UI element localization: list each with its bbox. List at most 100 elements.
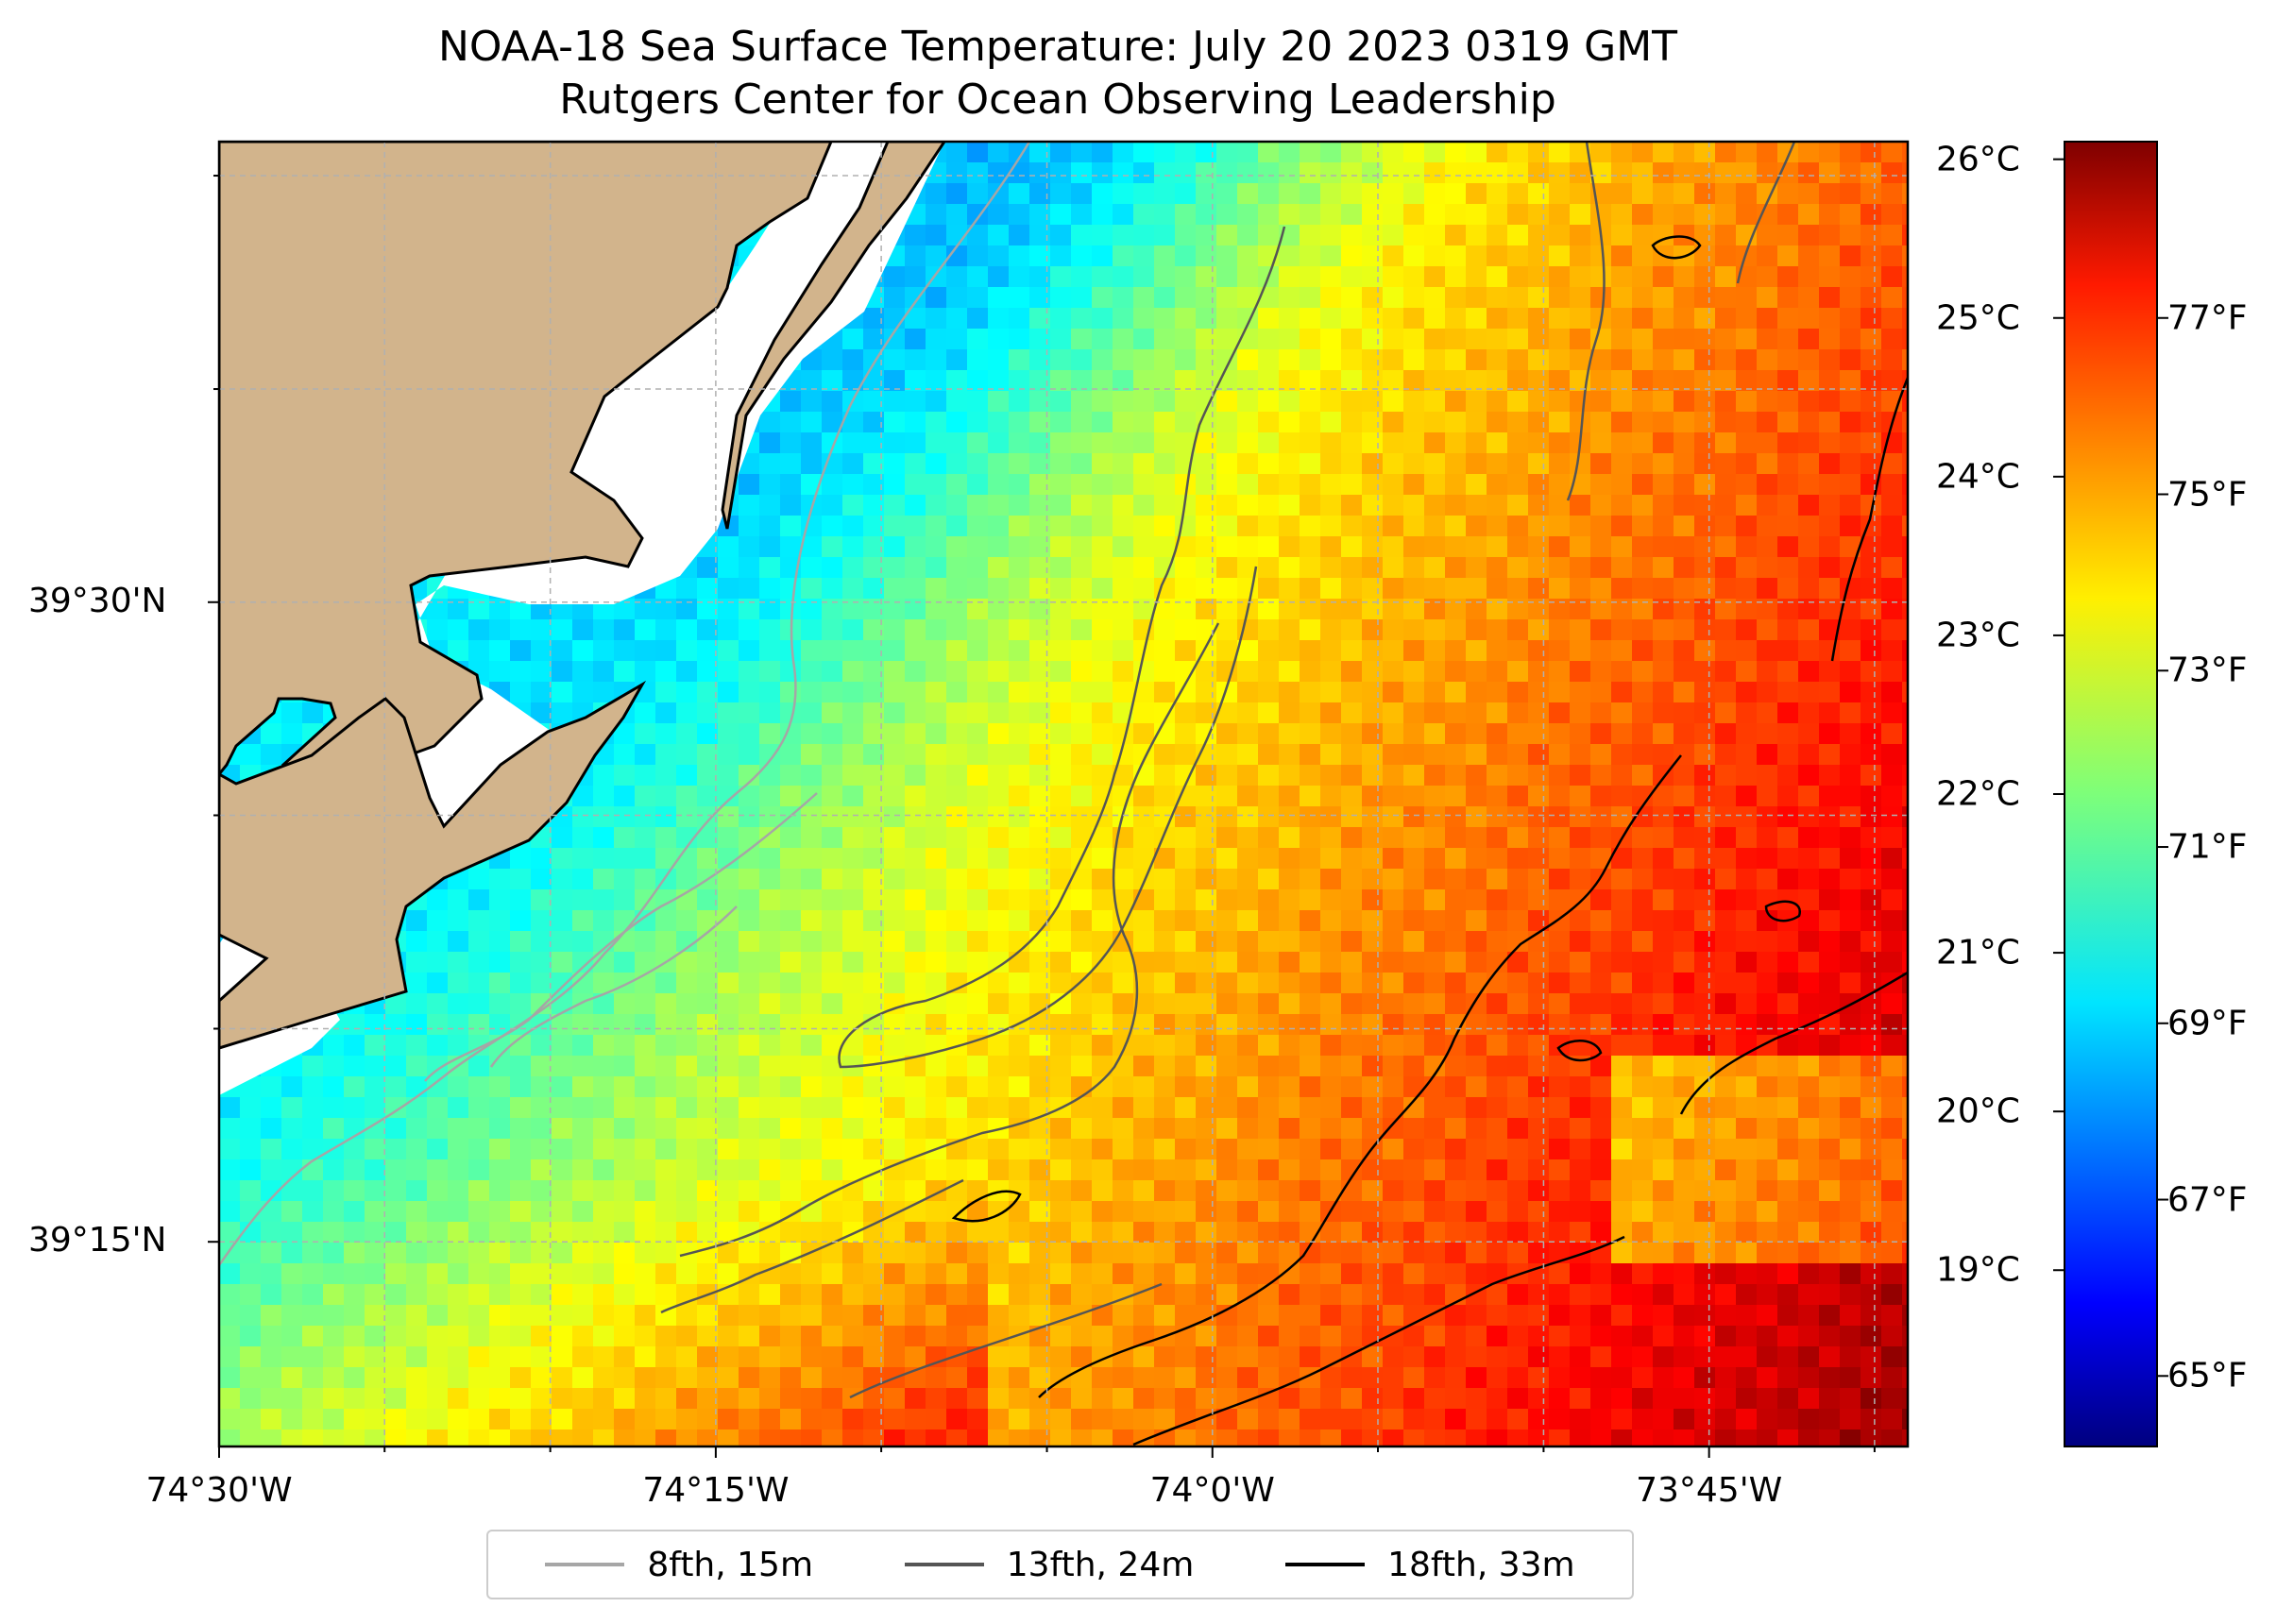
sst-pixel	[697, 661, 719, 683]
sst-pixel	[884, 1159, 906, 1181]
sst-pixel	[1175, 1243, 1197, 1264]
sst-pixel	[1487, 516, 1508, 537]
sst-pixel	[468, 1222, 490, 1243]
sst-pixel	[1466, 827, 1487, 849]
sst-pixel	[1798, 1035, 1820, 1057]
sst-pixel	[1029, 1201, 1051, 1223]
sst-pixel	[1175, 225, 1197, 246]
sst-pixel	[1881, 973, 1903, 994]
sst-pixel	[1466, 1263, 1487, 1285]
sst-pixel	[759, 578, 781, 600]
sst-pixel	[1653, 1056, 1674, 1077]
sst-pixel	[1466, 557, 1487, 579]
sst-pixel	[1445, 1159, 1467, 1181]
sst-pixel	[905, 1056, 926, 1077]
sst-pixel	[572, 889, 594, 911]
sst-pixel	[1320, 266, 1342, 288]
sst-pixel	[1549, 349, 1571, 371]
sst-pixel	[780, 1367, 802, 1389]
sst-pixel	[1320, 557, 1342, 579]
sst-pixel	[427, 1263, 449, 1285]
sst-pixel	[1237, 827, 1259, 849]
sst-pixel	[1549, 183, 1571, 205]
sst-pixel	[614, 827, 636, 849]
sst-pixel	[884, 1201, 906, 1223]
sst-pixel	[1757, 1222, 1778, 1243]
sst-pixel	[1320, 370, 1342, 392]
sst-pixel	[593, 1118, 615, 1140]
sst-pixel	[1113, 391, 1134, 413]
sst-pixel	[1674, 931, 1695, 953]
sst-pixel	[1881, 1367, 1903, 1389]
sst-pixel	[1653, 578, 1674, 600]
sst-pixel	[1736, 1139, 1758, 1160]
sst-pixel	[1881, 474, 1903, 496]
sst-pixel	[1674, 1118, 1695, 1140]
sst-pixel	[926, 1243, 947, 1264]
sst-pixel	[1071, 1118, 1093, 1140]
sst-pixel	[905, 1346, 926, 1368]
sst-pixel	[1466, 329, 1487, 350]
sst-pixel	[1798, 661, 1820, 683]
sst-pixel	[1798, 412, 1820, 433]
sst-pixel	[1736, 869, 1758, 890]
sst-pixel	[801, 1159, 823, 1181]
sst-pixel	[1362, 1388, 1384, 1410]
sst-pixel	[1445, 1014, 1467, 1036]
sst-pixel	[1216, 391, 1238, 413]
sst-pixel	[739, 1367, 760, 1389]
sst-pixel	[1881, 1097, 1903, 1119]
sst-pixel	[759, 765, 781, 787]
sst-pixel	[1653, 1367, 1674, 1389]
sst-pixel	[1279, 619, 1300, 641]
sst-pixel	[842, 723, 864, 745]
sst-pixel	[1861, 1243, 1882, 1264]
sst-pixel	[1611, 557, 1633, 579]
sst-pixel	[905, 931, 926, 953]
sst-pixel	[1570, 1180, 1591, 1202]
sst-pixel	[281, 1201, 303, 1223]
sst-pixel	[1674, 412, 1695, 433]
sst-pixel	[1466, 952, 1487, 973]
sst-pixel	[655, 1056, 677, 1077]
sst-pixel	[219, 1139, 241, 1160]
sst-pixel	[697, 1367, 719, 1389]
sst-pixel	[1258, 412, 1280, 433]
sst-pixel	[780, 1014, 802, 1036]
sst-pixel	[1196, 578, 1217, 600]
sst-pixel	[1902, 536, 1908, 558]
sst-pixel	[261, 1139, 282, 1160]
sst-pixel	[822, 889, 843, 911]
sst-pixel	[1175, 1284, 1197, 1306]
sst-pixel	[1632, 1118, 1654, 1140]
sst-pixel	[448, 1097, 469, 1119]
sst-pixel	[1320, 1305, 1342, 1327]
sst-pixel	[1258, 848, 1280, 870]
sst-pixel	[946, 453, 968, 475]
sst-pixel	[1320, 1035, 1342, 1057]
sst-pixel	[655, 1305, 677, 1327]
sst-pixel	[967, 266, 989, 288]
sst-pixel	[988, 370, 1010, 392]
sst-pixel	[863, 1035, 885, 1057]
sst-pixel	[510, 599, 532, 620]
sst-pixel	[1445, 287, 1467, 309]
sst-pixel	[1175, 204, 1197, 226]
sst-pixel	[1881, 682, 1903, 703]
sst-pixel	[863, 412, 885, 433]
sst-pixel	[1383, 1118, 1404, 1140]
sst-pixel	[1175, 848, 1197, 870]
sst-pixel	[385, 1014, 407, 1036]
sst-pixel	[926, 536, 947, 558]
sst-pixel	[1653, 869, 1674, 890]
sst-pixel	[1819, 765, 1841, 787]
sst-pixel	[635, 1326, 656, 1347]
sst-pixel	[1403, 308, 1425, 330]
sst-pixel	[1424, 869, 1446, 890]
sst-pixel	[1840, 765, 1861, 787]
sst-pixel	[780, 1222, 802, 1243]
sst-pixel	[1279, 1388, 1300, 1410]
sst-pixel	[614, 1097, 636, 1119]
sst-pixel	[1029, 578, 1051, 600]
